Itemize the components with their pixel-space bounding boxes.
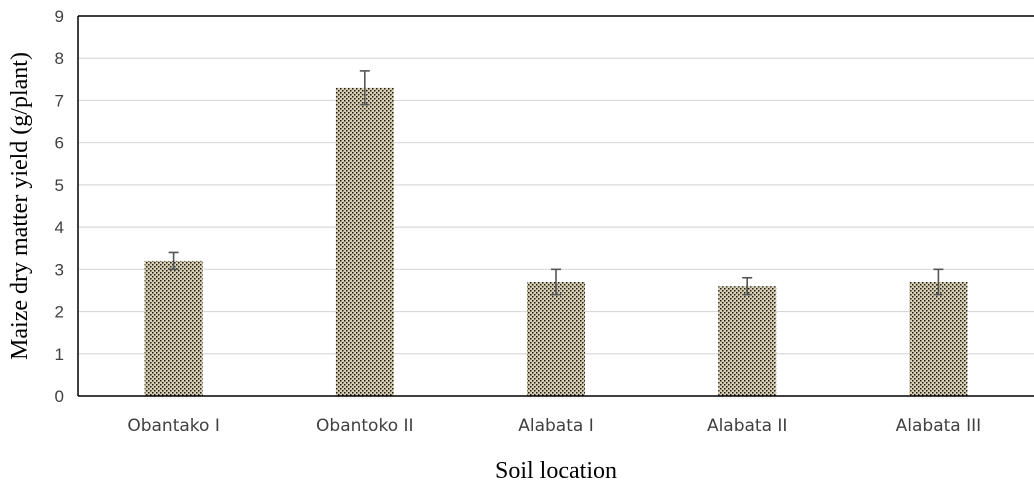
y-tick-label: 7 [55, 91, 64, 110]
bar [335, 87, 394, 397]
error-bars [168, 70, 944, 296]
y-tick-label: 9 [55, 7, 64, 26]
x-tick-label: Alabata I [518, 416, 593, 436]
axes [77, 15, 1034, 397]
y-tick-label: 2 [55, 303, 64, 322]
bar [144, 260, 203, 396]
error-bar [168, 251, 179, 271]
x-tick-label: Obantoko II [316, 416, 414, 436]
y-tick-label: 0 [55, 387, 64, 406]
y-tick-label: 5 [55, 176, 64, 195]
bar [909, 282, 968, 396]
y-tick-labels: 0 1 2 3 4 5 6 7 8 9 [55, 7, 64, 406]
bar [718, 286, 777, 396]
x-tick-label: Alabata II [707, 416, 788, 436]
y-tick-label: 1 [55, 345, 64, 364]
bars [144, 87, 968, 397]
y-tick-label: 6 [55, 134, 64, 153]
x-tick-label: Alabata III [896, 416, 982, 436]
error-bar [933, 268, 944, 296]
x-axis-title: Soil location [495, 458, 617, 484]
x-tick-labels: Obantako I Obantoko II Alabata I Alabata II… [127, 416, 981, 436]
x-tick-label: Obantako I [127, 416, 220, 436]
y-tick-label: 4 [55, 218, 64, 237]
error-bar [742, 276, 753, 296]
bar [527, 282, 585, 396]
error-bar [359, 70, 370, 106]
y-axis-title: Maize dry matter yield (g/plant) [7, 52, 33, 360]
y-tick-label: 8 [55, 49, 64, 68]
y-tick-label: 3 [55, 260, 64, 279]
error-bar [551, 268, 561, 296]
